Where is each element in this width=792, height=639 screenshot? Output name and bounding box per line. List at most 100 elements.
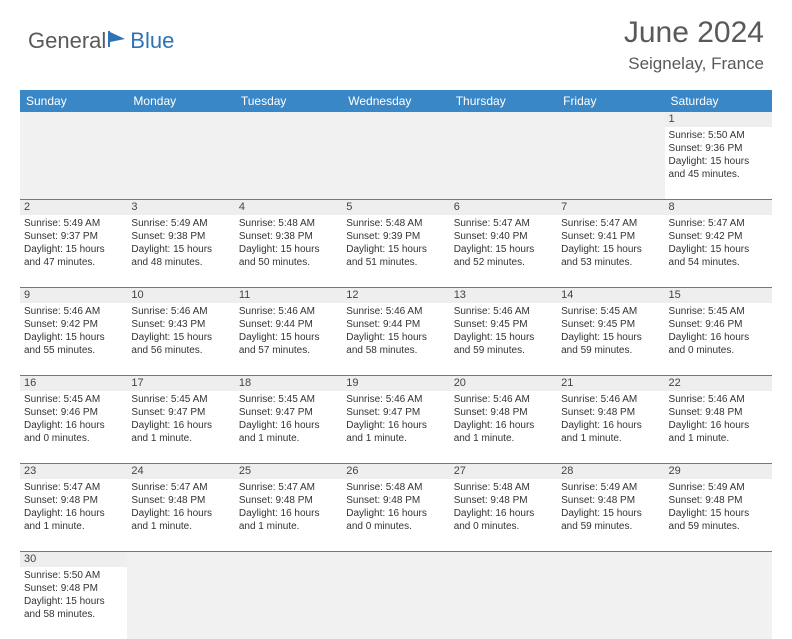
day-number-row: 30 [20,552,772,567]
calendar-cell: Sunrise: 5:49 AMSunset: 9:38 PMDaylight:… [127,215,234,287]
cell-daylight2: and 0 minutes. [346,520,445,533]
calendar-cell: Sunrise: 5:50 AMSunset: 9:48 PMDaylight:… [20,567,127,639]
cell-sunrise: Sunrise: 5:45 AM [24,393,123,406]
cell-daylight1: Daylight: 16 hours [346,419,445,432]
page-title: June 2024 [624,16,764,50]
calendar-week: Sunrise: 5:50 AMSunset: 9:48 PMDaylight:… [20,567,772,639]
cell-sunrise: Sunrise: 5:47 AM [561,217,660,230]
day-number: 11 [235,288,342,303]
brand-logo: General Blue [28,28,174,54]
calendar-cell: Sunrise: 5:48 AMSunset: 9:39 PMDaylight:… [342,215,449,287]
calendar-cell: Sunrise: 5:50 AMSunset: 9:36 PMDaylight:… [665,127,772,199]
day-number-row: 16171819202122 [20,376,772,391]
cell-daylight1: Daylight: 15 hours [669,243,768,256]
day-number [127,552,234,567]
cell-daylight2: and 1 minute. [346,432,445,445]
cell-sunset: Sunset: 9:44 PM [239,318,338,331]
calendar-cell: Sunrise: 5:46 AMSunset: 9:44 PMDaylight:… [342,303,449,375]
day-number: 9 [20,288,127,303]
cell-daylight1: Daylight: 16 hours [24,507,123,520]
cell-daylight1: Daylight: 15 hours [131,331,230,344]
cell-daylight1: Daylight: 15 hours [131,243,230,256]
calendar-cell: Sunrise: 5:49 AMSunset: 9:48 PMDaylight:… [557,479,664,551]
cell-sunset: Sunset: 9:48 PM [24,494,123,507]
day-number [20,112,127,127]
day-number: 22 [665,376,772,391]
cell-daylight1: Daylight: 16 hours [669,331,768,344]
day-number: 29 [665,464,772,479]
cell-sunset: Sunset: 9:47 PM [239,406,338,419]
cell-sunset: Sunset: 9:48 PM [561,406,660,419]
cell-sunset: Sunset: 9:46 PM [24,406,123,419]
calendar-cell-blank [450,127,557,199]
calendar-cell: Sunrise: 5:47 AMSunset: 9:48 PMDaylight:… [20,479,127,551]
day-number: 1 [665,112,772,127]
page-header: General Blue June 2024 Seignelay, France [0,0,792,90]
cell-sunrise: Sunrise: 5:48 AM [454,481,553,494]
calendar-week: Sunrise: 5:46 AM Sunset: 9:42 PM Daylight:… [20,303,772,376]
cell-sunset: Sunset: 9:37 PM [24,230,123,243]
day-number-row: 23242526272829 [20,464,772,479]
cell-sunset: Sunset: 9:48 PM [346,494,445,507]
weekday-header: Monday [127,90,234,112]
cell-daylight1: Daylight: 16 hours [239,507,338,520]
cell-daylight1: Daylight: 15 hours [346,243,445,256]
cell-sunset: Sunset: 9:40 PM [454,230,553,243]
day-number [557,552,664,567]
calendar-cell: Sunrise: 5:45 AMSunset: 9:47 PMDaylight:… [235,391,342,463]
cell-daylight2: and 1 minute. [454,432,553,445]
cell-sunrise: Sunrise: 5:46 AM [454,393,553,406]
cell-daylight1: Daylight: 15 hours [239,243,338,256]
day-number: 13 [450,288,557,303]
cell-sunrise: Sunrise: 5:50 AM [669,129,768,142]
calendar-cell-blank [342,567,449,639]
day-number: 20 [450,376,557,391]
cell-daylight1: Daylight: 15 hours [24,243,123,256]
calendar-week: Sunrise: 5:49 AMSunset: 9:37 PMDaylight:… [20,215,772,288]
cell-daylight1: Daylight: 15 hours [561,507,660,520]
cell-daylight2: and 0 minutes. [454,520,553,533]
cell-daylight2: and 59 minutes. [454,344,553,357]
cell-sunset: Sunset: 9:41 PM [561,230,660,243]
cell-sunrise: Sunrise: 5:47 AM [131,481,230,494]
day-number: 16 [20,376,127,391]
day-number: 21 [557,376,664,391]
calendar-cell: Sunrise: 5:47 AMSunset: 9:48 PMDaylight:… [235,479,342,551]
calendar-cell: Sunrise: 5:49 AMSunset: 9:48 PMDaylight:… [665,479,772,551]
cell-sunrise: Sunrise: 5:49 AM [131,217,230,230]
day-number: 8 [665,200,772,215]
cell-sunrise: Sunrise: 5:45 AM [239,393,338,406]
cell-sunset: Sunset: 9:42 PM [669,230,768,243]
day-number [235,552,342,567]
calendar-cell-blank [557,567,664,639]
cell-daylight1: Daylight: 15 hours [561,243,660,256]
cell-sunrise: Sunrise: 5:45 AM [669,305,768,318]
calendar-week: Sunrise: 5:45 AMSunset: 9:46 PMDaylight:… [20,391,772,464]
day-number: 18 [235,376,342,391]
title-block: June 2024 Seignelay, France [624,16,764,74]
cell-sunrise: Sunrise: 5:46 AM [346,305,445,318]
cell-daylight1: Daylight: 15 hours [669,507,768,520]
cell-sunrise: Sunrise: 5:48 AM [346,217,445,230]
cell-daylight1: Daylight: 15 hours [561,331,660,344]
logo-text-general: General [28,28,106,54]
day-number: 24 [127,464,234,479]
cell-daylight1: Daylight: 16 hours [669,419,768,432]
cell-daylight1: Daylight: 15 hours [669,155,768,168]
day-number: 12 [342,288,449,303]
cell-sunset: Sunset: 9:42 PM [24,318,123,331]
logo-text-blue: Blue [130,28,174,54]
cell-sunrise: Sunrise: 5:46 AM [239,305,338,318]
cell-daylight2: and 54 minutes. [669,256,768,269]
cell-daylight1: Daylight: 16 hours [239,419,338,432]
calendar-cell-blank [20,127,127,199]
cell-daylight2: and 58 minutes. [346,344,445,357]
day-number: 10 [127,288,234,303]
calendar-grid: SundayMondayTuesdayWednesdayThursdayFrid… [20,90,772,639]
cell-daylight2: and 1 minute. [131,432,230,445]
cell-daylight1: Daylight: 16 hours [24,419,123,432]
cell-sunrise: Sunrise: 5:45 AM [561,305,660,318]
calendar-cell-blank [235,127,342,199]
cell-sunset: Sunset: 9:48 PM [454,494,553,507]
calendar-cell: Sunrise: 5:46 AMSunset: 9:44 PMDaylight:… [235,303,342,375]
